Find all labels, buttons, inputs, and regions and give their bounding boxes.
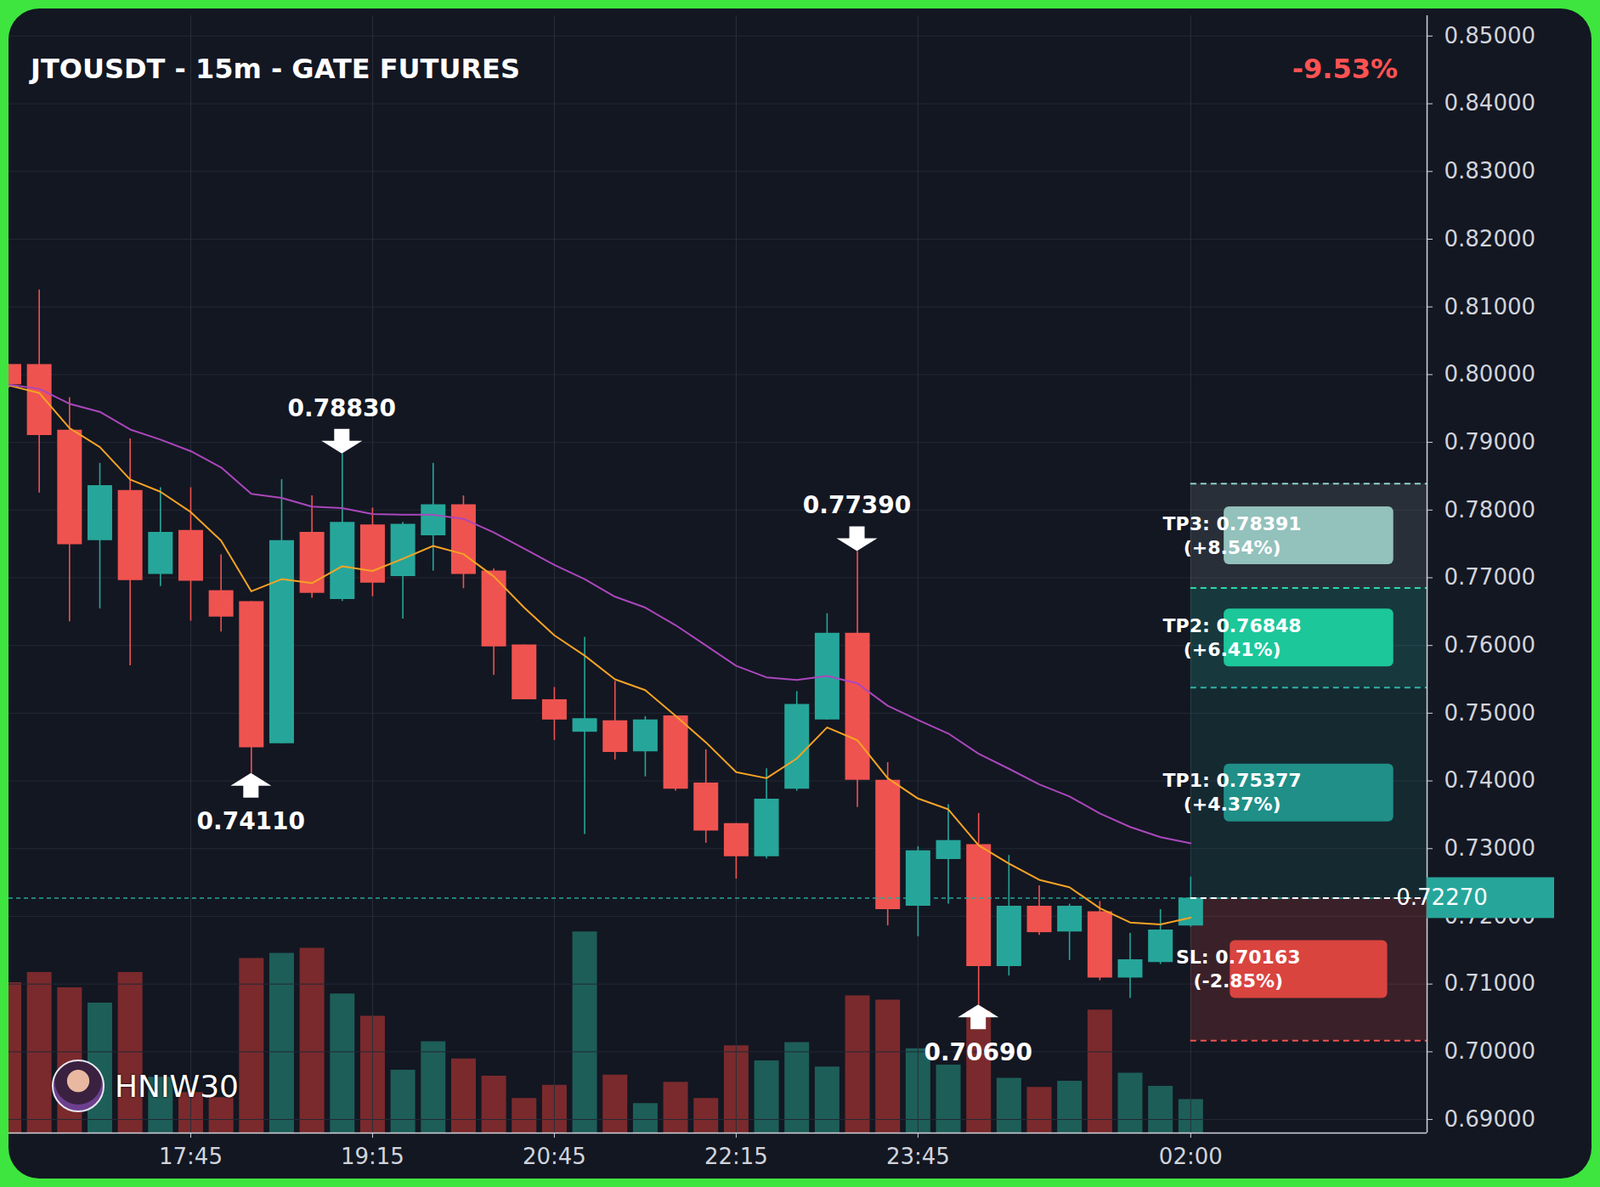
svg-text:0.81000: 0.81000 (1444, 293, 1537, 320)
svg-text:0.76000: 0.76000 (1444, 632, 1537, 658)
svg-text:0.70000: 0.70000 (1444, 1038, 1537, 1064)
svg-text:0.72270: 0.72270 (1396, 884, 1488, 911)
svg-text:0.69000: 0.69000 (1444, 1106, 1537, 1132)
svg-text:(+6.41%): (+6.41%) (1183, 638, 1282, 661)
svg-text:20:45: 20:45 (522, 1143, 587, 1170)
svg-text:0.73000: 0.73000 (1444, 835, 1537, 861)
html-text:-9.53%: -9.53% (1292, 52, 1398, 85)
svg-text:0.80000: 0.80000 (1444, 361, 1537, 387)
svg-text:(+8.54%): (+8.54%) (1183, 537, 1282, 559)
svg-text:TP2: 0.76848: TP2: 0.76848 (1163, 615, 1302, 637)
svg-text:TP1: 0.75377: TP1: 0.75377 (1163, 769, 1302, 792)
svg-text:0.78830: 0.78830 (288, 394, 397, 423)
html-text:HNIW30: HNIW30 (114, 1068, 239, 1104)
svg-text:SL: 0.70163: SL: 0.70163 (1175, 946, 1301, 968)
svg-text:0.78000: 0.78000 (1444, 497, 1537, 523)
svg-text:0.79000: 0.79000 (1444, 429, 1537, 455)
svg-text:19:15: 19:15 (340, 1143, 405, 1170)
svg-text:02:00: 02:00 (1159, 1143, 1223, 1170)
svg-text:0.77000: 0.77000 (1444, 564, 1537, 590)
svg-text:17:45: 17:45 (158, 1143, 223, 1170)
svg-text:0.71000: 0.71000 (1444, 970, 1537, 996)
svg-text:0.70690: 0.70690 (923, 1038, 1033, 1067)
svg-text:0.82000: 0.82000 (1444, 226, 1537, 252)
svg-text:TP3: 0.78391: TP3: 0.78391 (1163, 513, 1302, 535)
svg-text:0.74000: 0.74000 (1444, 767, 1537, 793)
html-text:JTOUSDT - 15m - GATE FUTURES: JTOUSDT - 15m - GATE FUTURES (30, 52, 520, 85)
svg-text:(-2.85%): (-2.85%) (1192, 970, 1284, 992)
svg-text:0.83000: 0.83000 (1444, 158, 1537, 184)
svg-text:0.74110: 0.74110 (197, 807, 306, 836)
svg-text:0.77390: 0.77390 (802, 491, 912, 520)
svg-text:23:45: 23:45 (886, 1143, 950, 1170)
svg-text:(+4.37%): (+4.37%) (1183, 793, 1282, 815)
svg-text:22:15: 22:15 (704, 1143, 769, 1170)
svg-text:0.75000: 0.75000 (1444, 700, 1537, 726)
svg-text:0.84000: 0.84000 (1444, 90, 1537, 116)
svg-text:0.85000: 0.85000 (1444, 22, 1537, 49)
